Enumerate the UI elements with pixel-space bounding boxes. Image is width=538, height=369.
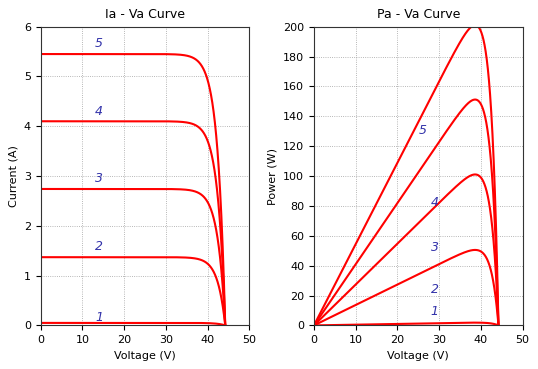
Text: 3: 3: [431, 241, 439, 254]
Y-axis label: Current (A): Current (A): [8, 145, 18, 207]
Text: 3: 3: [95, 172, 103, 185]
Text: 2: 2: [95, 240, 103, 253]
Text: 1: 1: [95, 311, 103, 324]
Text: 4: 4: [431, 196, 439, 209]
Title: Pa - Va Curve: Pa - Va Curve: [377, 8, 460, 21]
Text: 5: 5: [95, 37, 103, 49]
Y-axis label: Power (W): Power (W): [267, 148, 278, 204]
Text: 2: 2: [431, 283, 439, 296]
Text: 4: 4: [95, 105, 103, 118]
Title: Ia - Va Curve: Ia - Va Curve: [105, 8, 185, 21]
Text: 1: 1: [431, 305, 439, 318]
X-axis label: Voltage (V): Voltage (V): [387, 351, 449, 361]
X-axis label: Voltage (V): Voltage (V): [114, 351, 176, 361]
Text: 5: 5: [419, 124, 426, 137]
